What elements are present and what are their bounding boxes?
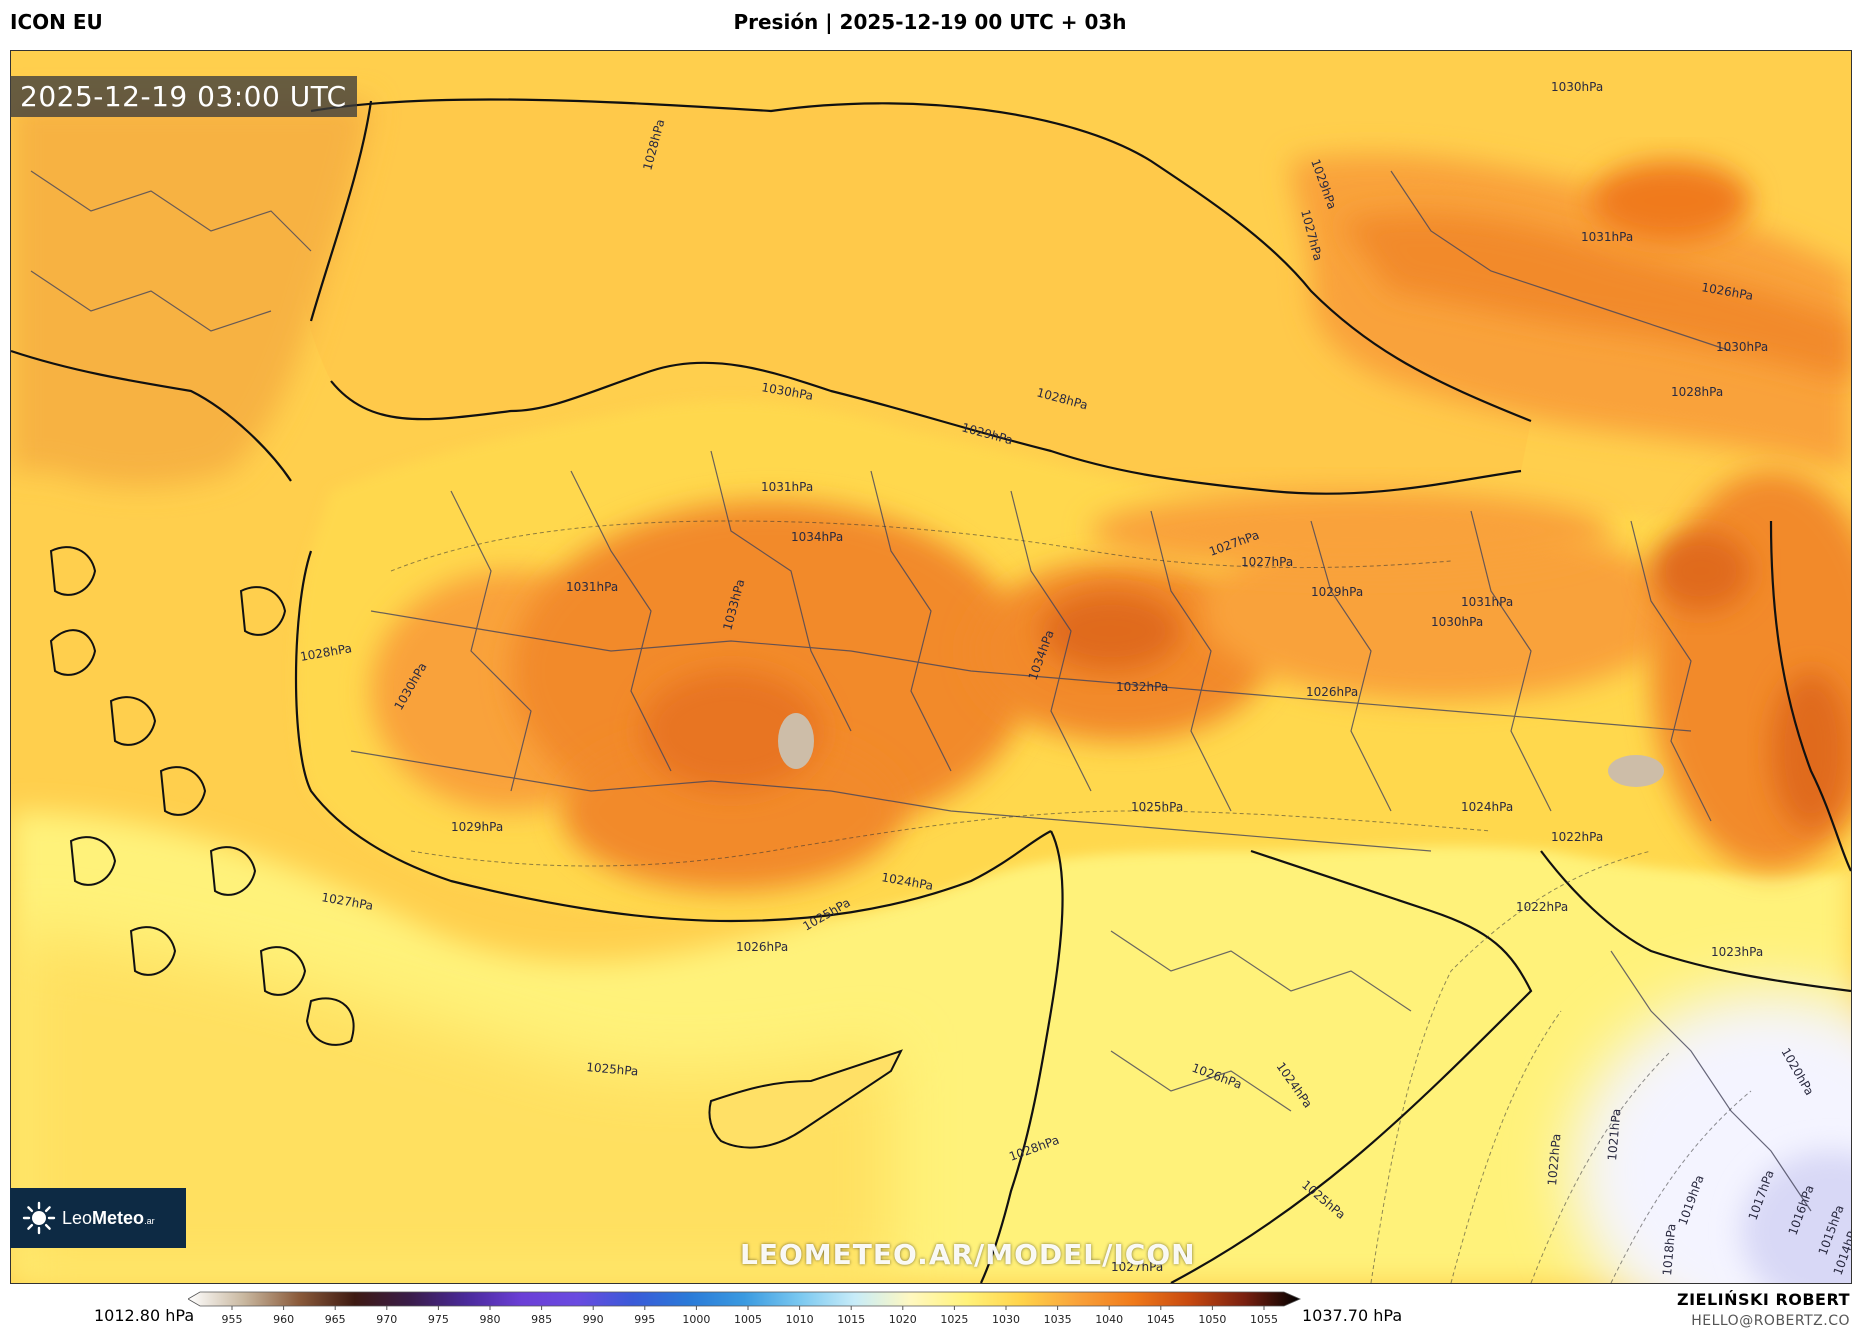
author-name: ZIELIŃSKI ROBERT — [1676, 1290, 1850, 1309]
isobar-label: 1024hPa — [1461, 800, 1513, 814]
chart-title: Presión | 2025-12-19 00 UTC + 03h — [733, 10, 1127, 34]
isobar-label: 1025hPa — [586, 1060, 639, 1078]
logo-text: LeoMeteo.ar — [62, 1207, 155, 1228]
sun-icon — [22, 1201, 56, 1235]
peak-far-east — [1771, 671, 1851, 831]
colorbar-tick-label: 995 — [634, 1313, 655, 1326]
colorbar-tick-label: 985 — [531, 1313, 552, 1326]
peak-east — [1651, 531, 1751, 611]
isobars — [390, 520, 1752, 1283]
colorbar-tick-label: 965 — [325, 1313, 346, 1326]
balkans — [11, 101, 371, 486]
colorbar-tick-label: 1035 — [1044, 1313, 1072, 1326]
colorbar-tick-label: 1025 — [940, 1313, 968, 1326]
colorbar-min-label: 1012.80 hPa — [94, 1306, 195, 1325]
low-pressure-core — [1741, 1151, 1851, 1283]
colorbar-tick-label: 1055 — [1250, 1313, 1278, 1326]
isobar-label: 1029hPa — [451, 820, 503, 834]
isobar-label: 1021hPa — [1605, 1108, 1623, 1161]
isobar-label: 1030hPa — [1431, 615, 1483, 629]
valid-time-badge: 2025-12-19 03:00 UTC — [10, 76, 357, 117]
caucasus-ridge — [1341, 212, 1851, 381]
isobar-label: 1031hPa — [1461, 595, 1513, 609]
colorbar-tick-label: 990 — [583, 1313, 604, 1326]
colorbar-tick-label: 1045 — [1147, 1313, 1175, 1326]
isobar-label: 1026hPa — [736, 940, 788, 954]
cyprus — [708, 1049, 903, 1149]
model-title: ICON EU — [10, 10, 103, 34]
isobar-label: 1029hPa — [1311, 585, 1363, 599]
pontic-range — [1091, 491, 1611, 571]
isobar-label: 1022hPa — [1516, 900, 1568, 914]
colorbar: 1012.80 hPa 955 960 965 970 975 980 985 990 995 1… — [0, 1286, 1860, 1338]
isobar-label: 1022hPa — [1551, 830, 1603, 844]
isobar-label: 1031hPa — [566, 580, 618, 594]
colorbar-tick-label: 1040 — [1095, 1313, 1123, 1326]
colorbar-tick-label: 1015 — [837, 1313, 865, 1326]
peak-sivas — [1041, 591, 1181, 671]
colorbar-tick-label: 975 — [428, 1313, 449, 1326]
author-credit: ZIELIŃSKI ROBERT HELLO@ROBERTZ.CO — [1677, 1290, 1850, 1329]
isobar-label: 1026hPa — [1306, 685, 1358, 699]
salt-lake — [778, 713, 814, 769]
colorbar-tick-label: 960 — [273, 1313, 294, 1326]
isobar-label: 1023hPa — [1711, 945, 1763, 959]
isobar-label: 1031hPa — [1581, 230, 1633, 244]
isobar-label: 1028hPa — [1671, 385, 1723, 399]
isobar-label: 1030hPa — [1551, 80, 1603, 94]
coastlines — [11, 98, 1851, 1283]
colorbar-scale: 955 960 965 970 975 980 985 990 995 1000 1005 1010 1… — [188, 1291, 1301, 1326]
colorbar-tick-label: 1010 — [786, 1313, 814, 1326]
map-svg: 1028hPa 1027hPa 1030hPa 1029hPa 1028hPa … — [11, 51, 1851, 1283]
lake-van — [1608, 755, 1664, 787]
aegean-islands — [49, 546, 355, 1046]
colorbar-max-label: 1037.70 hPa — [1302, 1306, 1403, 1325]
plateau-south — [561, 731, 901, 891]
isobar-label: 1018hPa — [1660, 1223, 1678, 1276]
peak-konya — [641, 671, 821, 791]
isobar-label: 1031hPa — [761, 480, 813, 494]
colorbar-tick-label: 980 — [480, 1313, 501, 1326]
isobar-label: 1025hPa — [1131, 800, 1183, 814]
colorbar-tick-label: 955 — [222, 1313, 243, 1326]
isobar-label: 1027hPa — [1241, 555, 1293, 569]
isobar-label: 1022hPa — [1545, 1133, 1563, 1186]
isobar-label: 1034hPa — [791, 530, 843, 544]
colorbar-tick-label: 1030 — [992, 1313, 1020, 1326]
peak-caucasus — [1591, 161, 1751, 241]
colorbar-tick-label: 1005 — [734, 1313, 762, 1326]
colorbar-tick-label: 970 — [376, 1313, 397, 1326]
mediterranean-deep — [11, 931, 891, 1283]
isobar-label: 1027hPa — [1111, 1260, 1163, 1274]
black-sea — [297, 99, 1531, 494]
colorbar-tick-label: 1000 — [682, 1313, 710, 1326]
isobar-label: 1030hPa — [1716, 340, 1768, 354]
province-borders — [30, 170, 1812, 1212]
author-email[interactable]: HELLO@ROBERTZ.CO — [1691, 1313, 1850, 1329]
leometeo-logo[interactable]: LeoMeteo.ar — [10, 1188, 186, 1248]
pressure-map[interactable]: 1028hPa 1027hPa 1030hPa 1029hPa 1028hPa … — [10, 50, 1852, 1284]
colorbar-tick-label: 1020 — [889, 1313, 917, 1326]
colorbar-tick-label: 1050 — [1198, 1313, 1226, 1326]
model-url-watermark: LEOMETEO.AR/MODEL/ICON — [740, 1238, 1196, 1271]
isobar-label: 1032hPa — [1116, 680, 1168, 694]
